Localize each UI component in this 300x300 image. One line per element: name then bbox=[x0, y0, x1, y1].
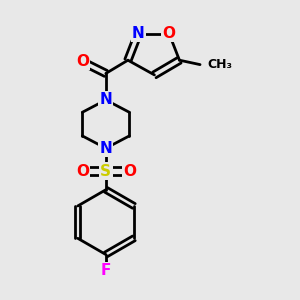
Text: O: O bbox=[123, 164, 136, 179]
Text: O: O bbox=[76, 54, 89, 69]
Text: N: N bbox=[100, 141, 112, 156]
Text: CH₃: CH₃ bbox=[207, 58, 232, 71]
Text: S: S bbox=[100, 164, 111, 179]
Text: F: F bbox=[100, 263, 111, 278]
Text: O: O bbox=[163, 26, 176, 41]
Text: O: O bbox=[76, 164, 89, 179]
Text: N: N bbox=[100, 92, 112, 107]
Text: N: N bbox=[132, 26, 145, 41]
